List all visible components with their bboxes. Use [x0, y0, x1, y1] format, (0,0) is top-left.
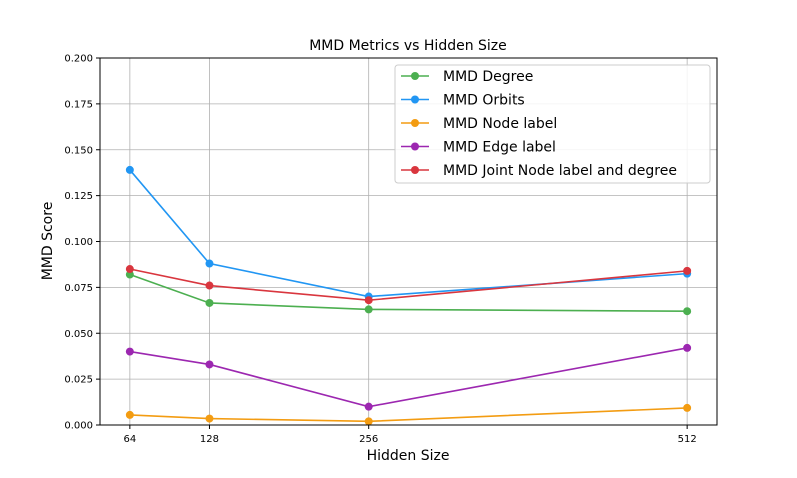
y-tick-label: 0.025: [64, 375, 93, 386]
series-mmd-orbits: [125, 165, 692, 301]
x-tick-label: 128: [200, 434, 219, 445]
legend-swatch-marker: [411, 72, 419, 80]
data-point: [364, 296, 373, 305]
legend-swatch-marker: [411, 95, 419, 104]
legend-label: MMD Joint Node label and degree: [443, 163, 677, 179]
series-line: [129, 347, 688, 408]
legend-label: MMD Edge label: [443, 140, 556, 156]
series-line: [129, 273, 688, 313]
legend: MMD Degree MMD Orbits MMD Node label MMD Ed…: [394, 64, 711, 184]
x-axis-title: Hidden Size: [367, 448, 450, 464]
legend-item: MMD Node label: [401, 116, 557, 132]
x-tick-label: 64: [123, 434, 136, 445]
series-mmd-degree: [125, 270, 692, 316]
data-point: [683, 266, 692, 275]
y-tick-label: 0.125: [64, 191, 93, 202]
series-mmd-edge-label: [125, 343, 692, 411]
ticks: 64 128 256 512 0.000 0.025 0.050 0.075 0.100 0.12…: [64, 54, 696, 446]
x-tick-label: 256: [359, 434, 378, 445]
legend-item: MMD Degree: [401, 69, 533, 85]
series-line: [129, 268, 688, 302]
series-layer: [125, 165, 692, 426]
data-point: [205, 414, 214, 423]
legend-label: MMD Node label: [443, 116, 557, 132]
data-point: [125, 165, 134, 174]
data-point: [364, 417, 373, 426]
data-point: [683, 343, 692, 352]
y-tick-label: 0.000: [64, 421, 93, 432]
y-tick-label: 0.100: [64, 237, 93, 248]
data-point: [125, 270, 134, 279]
legend-box: [394, 64, 711, 184]
data-point: [125, 347, 134, 356]
y-axis-title: MMD Score: [40, 202, 56, 281]
y-tick-label: 0.075: [64, 283, 93, 294]
legend-label: MMD Degree: [443, 69, 533, 85]
data-point: [683, 403, 692, 412]
data-point: [683, 307, 692, 316]
data-point: [205, 360, 214, 369]
legend-swatch-marker: [411, 142, 419, 151]
data-point: [364, 402, 373, 411]
y-tick-label: 0.175: [64, 99, 93, 110]
y-tick-label: 0.200: [64, 54, 93, 65]
data-point: [125, 265, 134, 274]
data-point: [205, 259, 214, 268]
legend-swatch-marker: [411, 166, 419, 174]
series-line: [129, 407, 688, 423]
series-line: [129, 169, 688, 298]
data-point: [364, 305, 373, 314]
data-point: [205, 298, 214, 307]
x-tick-label: 512: [678, 434, 697, 445]
legend-item: MMD Joint Node label and degree: [401, 163, 677, 179]
legend-item: MMD Orbits: [401, 93, 525, 109]
chart-title: MMD Metrics vs Hidden Size: [309, 38, 507, 54]
data-point: [205, 281, 214, 290]
legend-item: MMD Edge label: [401, 140, 556, 156]
legend-label: MMD Orbits: [443, 93, 525, 109]
y-tick-label: 0.150: [64, 145, 93, 156]
series-mmd-node-label: [125, 403, 692, 426]
data-point: [125, 410, 134, 419]
legend-swatch-marker: [411, 119, 419, 127]
series-mmd-joint-node-label-and-degree: [125, 265, 692, 305]
y-tick-label: 0.050: [64, 329, 93, 340]
